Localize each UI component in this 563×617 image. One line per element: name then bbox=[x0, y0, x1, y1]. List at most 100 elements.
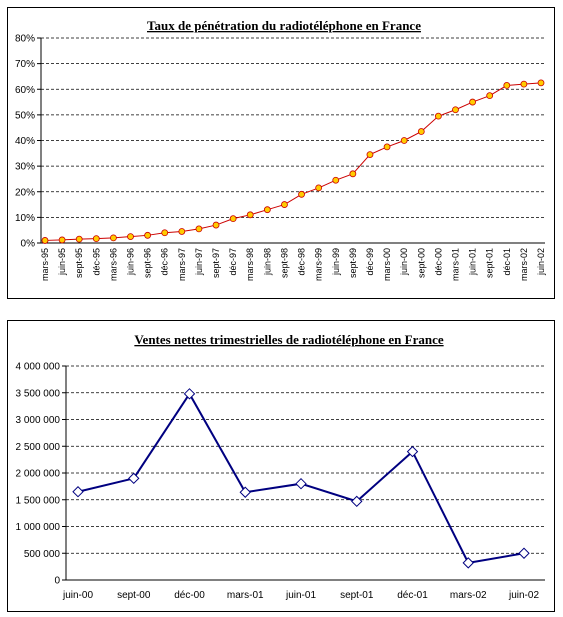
marker bbox=[518, 547, 530, 559]
y-tick-label: 0% bbox=[21, 239, 36, 250]
marker bbox=[161, 229, 169, 237]
x-tick-label: juin-01 bbox=[285, 590, 316, 601]
marker bbox=[351, 495, 363, 508]
x-tick-label: juin-00 bbox=[399, 248, 409, 276]
marker bbox=[349, 170, 357, 178]
x-tick-label: sept-95 bbox=[74, 248, 84, 278]
x-tick-label: mars-95 bbox=[40, 248, 50, 281]
marker bbox=[58, 236, 66, 244]
x-tick-label: sept-00 bbox=[117, 590, 151, 601]
x-tick-label: mars-02 bbox=[450, 590, 487, 601]
x-tick-label: sept-98 bbox=[279, 248, 289, 278]
y-tick-label: 20% bbox=[15, 187, 35, 198]
y-tick-label: 2 500 000 bbox=[16, 442, 61, 453]
x-tick-label: juin-97 bbox=[194, 248, 204, 276]
marker bbox=[178, 228, 186, 235]
marker bbox=[537, 79, 545, 87]
marker bbox=[281, 201, 288, 208]
x-tick-label: sept-01 bbox=[485, 248, 495, 278]
x-tick-label: déc-00 bbox=[433, 248, 443, 276]
marker bbox=[332, 176, 340, 184]
y-tick-label: 40% bbox=[15, 136, 35, 147]
x-tick-label: sept-96 bbox=[143, 248, 153, 278]
y-tick-label: 3 500 000 bbox=[16, 388, 61, 399]
x-tick-label: mars-96 bbox=[108, 248, 118, 281]
y-tick-label: 0 bbox=[54, 576, 60, 587]
marker bbox=[503, 82, 511, 89]
chart-frame bbox=[7, 7, 555, 299]
marker bbox=[452, 106, 459, 114]
y-tick-label: 70% bbox=[15, 59, 35, 70]
marker bbox=[462, 557, 474, 569]
y-tick-label: 80% bbox=[15, 34, 35, 45]
y-tick-label: 10% bbox=[15, 213, 35, 224]
x-tick-label: juin-02 bbox=[508, 590, 539, 601]
marker bbox=[183, 388, 196, 400]
x-tick-label: déc-00 bbox=[174, 590, 205, 601]
x-tick-label: sept-01 bbox=[340, 590, 374, 601]
x-tick-label: sept-00 bbox=[416, 248, 426, 278]
marker bbox=[263, 206, 271, 214]
y-tick-label: 50% bbox=[15, 110, 35, 121]
x-tick-label: déc-95 bbox=[91, 248, 101, 276]
marker bbox=[246, 211, 254, 219]
marker bbox=[406, 445, 419, 458]
marker bbox=[520, 80, 528, 88]
chart-title: Ventes nettes trimestrielles de radiotél… bbox=[134, 332, 444, 347]
marker bbox=[298, 190, 305, 198]
marker bbox=[92, 235, 100, 243]
chart-frame bbox=[7, 320, 555, 612]
x-tick-label: sept-99 bbox=[348, 248, 358, 278]
x-tick-label: déc-01 bbox=[502, 248, 512, 276]
marker bbox=[417, 128, 425, 135]
marker bbox=[400, 137, 408, 144]
x-tick-label: déc-97 bbox=[228, 248, 238, 276]
x-tick-label: mars-01 bbox=[450, 248, 460, 281]
y-tick-label: 500 000 bbox=[24, 549, 61, 560]
x-tick-label: juin-01 bbox=[468, 248, 478, 276]
x-tick-label: mars-00 bbox=[382, 248, 392, 281]
marker bbox=[239, 486, 251, 498]
x-tick-label: juin-00 bbox=[62, 590, 93, 601]
y-tick-label: 3 000 000 bbox=[16, 415, 61, 426]
marker bbox=[75, 235, 83, 243]
x-tick-label: déc-98 bbox=[297, 248, 307, 276]
marker bbox=[212, 221, 220, 229]
x-tick-label: déc-01 bbox=[397, 590, 428, 601]
x-tick-label: juin-98 bbox=[262, 248, 272, 276]
x-tick-label: juin-02 bbox=[536, 248, 546, 276]
x-tick-label: juin-96 bbox=[126, 248, 136, 276]
x-tick-label: mars-99 bbox=[314, 248, 324, 281]
marker bbox=[315, 184, 323, 192]
chart-title: Taux de pénétration du radiotéléphone en… bbox=[147, 18, 421, 33]
marker bbox=[229, 215, 237, 223]
x-tick-label: juin-95 bbox=[57, 248, 67, 276]
marker bbox=[486, 92, 494, 100]
marker bbox=[366, 151, 374, 158]
x-tick-label: juin-99 bbox=[331, 248, 341, 276]
marker bbox=[195, 225, 203, 233]
y-tick-label: 4 000 000 bbox=[16, 362, 61, 373]
y-tick-label: 60% bbox=[15, 85, 35, 96]
x-tick-label: mars-02 bbox=[519, 248, 529, 281]
marker bbox=[128, 472, 140, 485]
x-tick-label: déc-96 bbox=[160, 248, 170, 276]
x-tick-label: mars-01 bbox=[227, 590, 264, 601]
marker bbox=[41, 237, 49, 244]
x-tick-label: sept-97 bbox=[211, 248, 221, 278]
y-tick-label: 1 000 000 bbox=[16, 522, 61, 533]
marker bbox=[127, 233, 134, 240]
y-tick-label: 30% bbox=[15, 162, 35, 173]
y-tick-label: 2 000 000 bbox=[16, 469, 61, 480]
marker bbox=[434, 112, 442, 120]
x-tick-label: mars-97 bbox=[177, 248, 187, 281]
marker bbox=[144, 231, 152, 239]
marker bbox=[72, 486, 84, 498]
marker bbox=[295, 477, 307, 490]
marker bbox=[383, 143, 391, 151]
marker bbox=[110, 234, 117, 242]
x-tick-label: déc-99 bbox=[365, 248, 375, 276]
y-tick-label: 1 500 000 bbox=[16, 495, 61, 506]
